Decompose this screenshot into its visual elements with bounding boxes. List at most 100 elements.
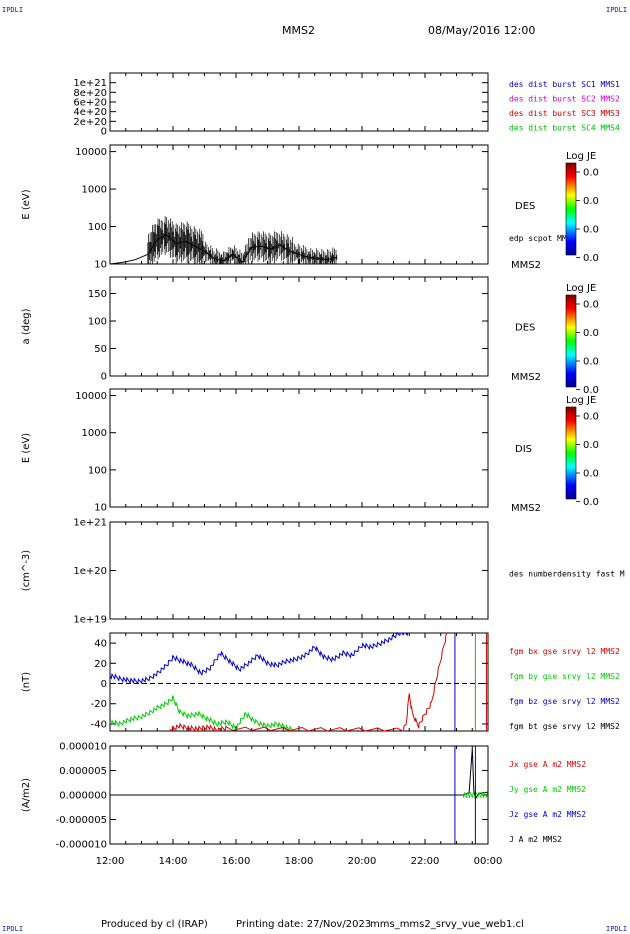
colorbar-tick-label: 0.0 [583,357,599,368]
spacecraft-title: MMS2 [282,24,315,37]
legend-entry: Jz gse A m2 MMS2 [509,810,586,819]
y-tick-label: 6e+20 [73,98,107,109]
colorbar-tick-label: 0.0 [583,385,599,396]
spacecraft-label: MMS2 [511,503,541,514]
colorbar-title: Log JE [566,283,596,294]
legend-entry: Jy gse A m2 MMS2 [509,785,586,794]
y-tick-label: 8e+20 [73,88,107,99]
y-tick-label: 2e+20 [73,117,107,128]
y-tick-label: 20 [94,659,107,670]
y-tick-label: 0 [101,679,107,690]
y-tick-label: 0 [101,127,107,138]
colorbar [565,162,577,256]
colorbar-tick-label: 0.0 [583,497,599,508]
y-tick-label: 4e+20 [73,107,107,118]
time-tick-label: 16:00 [222,856,251,867]
colorbar-tick-label: 0.0 [583,253,599,264]
y-tick-label: 10000 [75,147,107,158]
y-tick-label: -0.000010 [56,840,107,851]
legend-entry: fgm bt gse srvy l2 MMS2 [509,722,620,731]
y-tick-label: 10 [94,503,107,514]
panel-frame-1 [109,72,489,132]
corner-label-bottom-left: IPDLI [2,925,24,933]
y-tick-label: 1000 [82,185,107,196]
spacecraft-label: MMS2 [511,372,541,383]
series-label: des numberdensity fast M [509,570,625,579]
corner-label-top-right: IPDLI [606,6,628,14]
y-tick-label: 10000 [75,391,107,402]
y-tick-label: 1e+21 [73,78,107,89]
y-tick-label: 150 [88,289,107,300]
colorbar-tick-label: 0.0 [583,412,599,423]
y-axis-label: (nT) [21,672,32,692]
colorbar-tick-label: 0.0 [583,225,599,236]
footer-file: mms_mms2_srvy_vue_web1.cl [370,919,524,930]
colorbar-tick-label: 0.0 [583,168,599,179]
y-tick-label: 0.000000 [59,791,107,802]
y-tick-label: 50 [94,344,107,355]
y-tick-label: -20 [91,699,107,710]
panel-frame-4 [109,388,489,508]
datetime-title: 08/May/2016 12:00 [428,24,536,37]
colorbar-tick-label: 0.0 [583,440,599,451]
time-tick-label: 18:00 [285,856,314,867]
y-axis-label: E (eV) [21,189,32,219]
time-tick-label: 12:00 [96,856,125,867]
colorbar-tick-label: 0.0 [583,196,599,207]
y-tick-label: 40 [94,639,107,650]
y-tick-label: 1e+21 [73,518,107,529]
corner-label-top-left: IPDLI [2,6,24,14]
colorbar [565,406,577,500]
y-tick-label: 1000 [82,428,107,439]
colorbar [565,294,577,388]
colorbar-tick-label: 0.0 [583,328,599,339]
fgm-trace [109,632,410,685]
legend-entry: des dist burst SC4 MMS4 [509,124,620,133]
colorbar-tick-label: 0.0 [583,469,599,480]
y-tick-label: 100 [88,222,107,233]
legend-entry: fgm bz gse srvy l2 MMS2 [509,697,620,706]
y-tick-label: 100 [88,317,107,328]
y-tick-label: 10 [94,260,107,271]
series-label: edp scpot MMS2 [509,234,577,243]
y-tick-label: 1e+20 [73,566,107,577]
legend-entry: des dist burst SC1 MMS1 [509,80,620,89]
legend-entry: des dist burst SC3 MMS3 [509,109,620,118]
y-tick-label: 0.000010 [59,742,107,753]
colorbar-tick-label: 0.0 [583,300,599,311]
y-tick-label: -40 [91,719,107,730]
colorbar-title: Log JE [566,395,596,406]
colorbar-title: Log JE [566,151,596,162]
y-tick-label: 0 [101,372,107,383]
legend-entry: fgm bx gse srvy l2 MMS2 [509,647,620,656]
y-axis-label: a (deg) [21,308,32,344]
legend-entry: Jx gse A m2 MMS2 [509,760,586,769]
legend-entry: fgm by gse srvy l2 MMS2 [509,672,620,681]
instrument-label: DES [515,323,535,334]
y-tick-label: 0.000005 [59,766,107,777]
spacecraft-label: MMS2 [511,260,541,271]
fgm-trace [169,632,448,733]
panel-frame-6 [109,632,489,732]
fgm-trace [109,695,294,733]
y-axis-label: (A/m2) [21,778,32,812]
footer-printing-date: Printing date: 27/Nov/2023 [236,919,372,930]
panel-frame-3 [109,276,489,377]
instrument-label: DIS [515,444,532,455]
y-tick-label: 100 [88,465,107,476]
time-tick-label: 00:00 [474,856,503,867]
time-tick-label: 22:00 [411,856,440,867]
time-tick-label: 14:00 [159,856,188,867]
time-tick-label: 20:00 [348,856,377,867]
footer-produced-by: Produced by cl (IRAP) [101,919,208,930]
y-tick-label: 1e+19 [73,615,107,626]
y-axis-label: (cm^-3) [21,550,32,591]
instrument-label: DES [515,201,535,212]
corner-label-bottom-right: IPDLI [606,925,628,933]
panel-frame-5 [109,521,489,620]
legend-entry: des dist burst SC2 MMS2 [509,95,620,104]
y-tick-label: -0.000005 [56,815,107,826]
current-trace [110,748,489,801]
y-axis-label: E (eV) [21,433,32,463]
